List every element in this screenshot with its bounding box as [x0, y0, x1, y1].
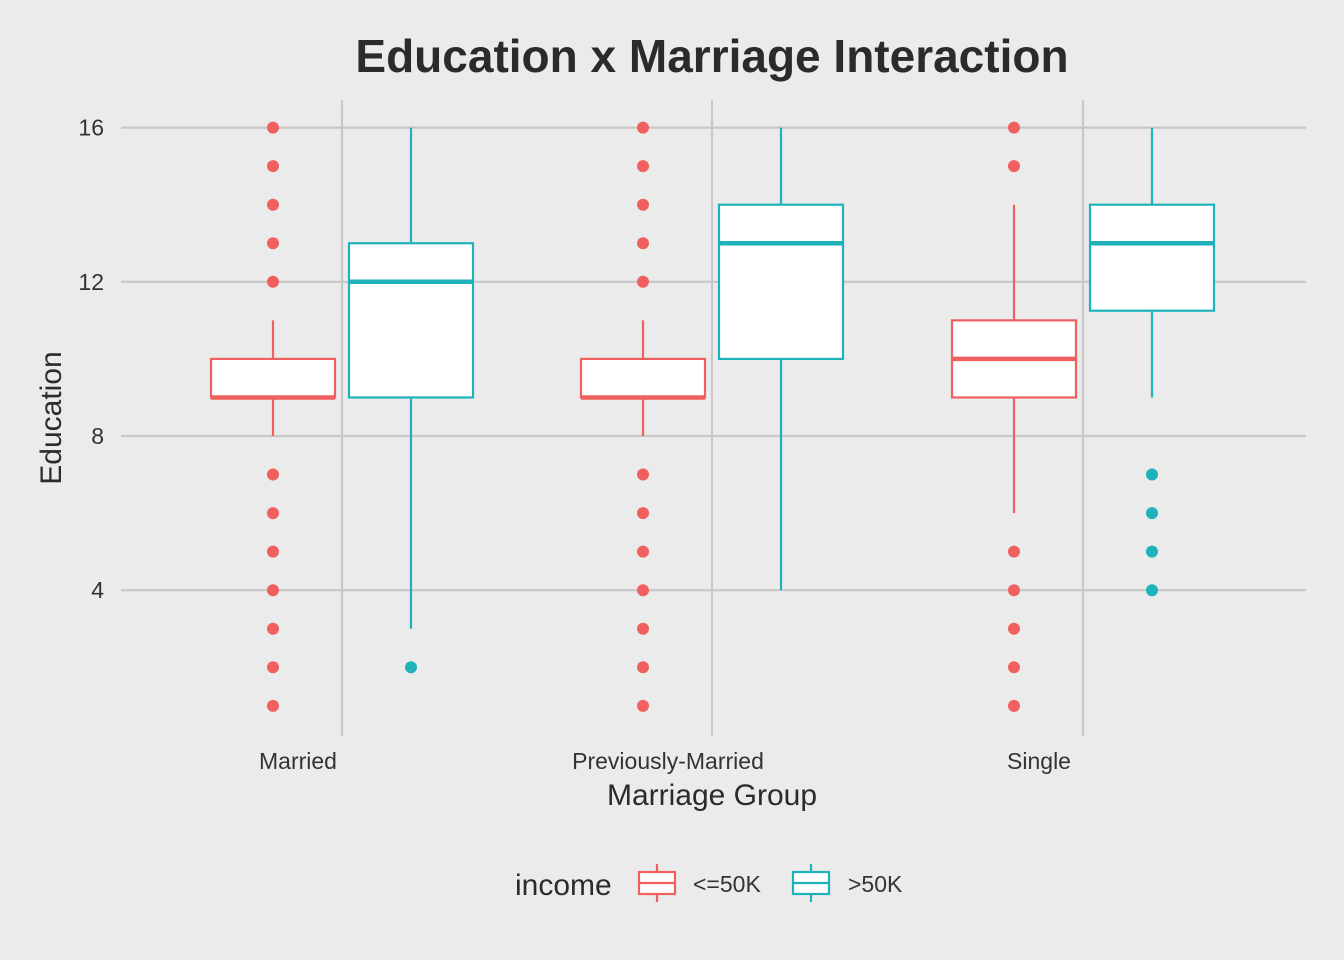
- x-axis-ticks: Married Previously-Married Single: [259, 748, 1071, 774]
- outlier-point: [637, 237, 649, 250]
- outlier-point: [1008, 622, 1020, 635]
- outlier-point: [267, 545, 279, 558]
- outlier-point: [637, 468, 649, 481]
- box-plots: [209, 121, 1216, 712]
- outlier-point: [267, 198, 279, 211]
- outlier-point: [267, 121, 279, 134]
- chart-title: Education x Marriage Interaction: [355, 30, 1068, 82]
- outlier-point: [267, 622, 279, 635]
- outlier-point: [267, 507, 279, 520]
- y-tick-label-8: 8: [91, 423, 104, 449]
- outlier-point: [637, 699, 649, 712]
- x-axis-title: Marriage Group: [607, 779, 817, 812]
- x-tick-label-married: Married: [259, 748, 337, 774]
- box-married-low-income: [209, 121, 337, 712]
- box-iqr: [717, 203, 845, 360]
- outlier-point: [1008, 584, 1020, 597]
- box-iqr: [579, 357, 707, 399]
- grid-lines: [121, 100, 1306, 736]
- legend: income <=50K >50K: [515, 864, 903, 902]
- box-previously-married-high-income: [717, 127, 845, 591]
- outlier-point: [637, 622, 649, 635]
- outlier-point: [267, 584, 279, 597]
- outlier-point: [405, 661, 417, 674]
- legend-title: income: [515, 869, 612, 902]
- outlier-point: [1146, 507, 1158, 520]
- outlier-point: [637, 584, 649, 597]
- y-tick-label-12: 12: [78, 269, 104, 295]
- box-single-low-income: [950, 121, 1078, 712]
- box-iqr: [347, 242, 475, 399]
- outlier-point: [267, 237, 279, 250]
- outlier-point: [637, 160, 649, 173]
- outlier-point: [1146, 468, 1158, 481]
- x-tick-label-previously-married: Previously-Married: [572, 748, 764, 774]
- outlier-point: [637, 275, 649, 288]
- legend-label-low-income: <=50K: [693, 871, 761, 897]
- outlier-point: [1008, 699, 1020, 712]
- outlier-point: [267, 468, 279, 481]
- box-single-high-income: [1088, 127, 1216, 597]
- y-tick-label-16: 16: [78, 115, 104, 141]
- outlier-point: [1008, 121, 1020, 134]
- outlier-point: [637, 545, 649, 558]
- outlier-point: [1008, 160, 1020, 173]
- box-iqr: [209, 357, 337, 399]
- outlier-point: [267, 699, 279, 712]
- box-married-high-income: [347, 127, 475, 674]
- box-previously-married-low-income: [579, 121, 707, 712]
- y-axis-ticks: 4 8 12 16: [78, 115, 104, 604]
- outlier-point: [267, 275, 279, 288]
- legend-key-high-income: [791, 864, 831, 902]
- outlier-point: [637, 198, 649, 211]
- legend-key-low-income: [637, 864, 677, 902]
- y-axis-title: Education: [35, 351, 68, 484]
- outlier-point: [637, 661, 649, 674]
- box-iqr: [1088, 203, 1216, 312]
- outlier-point: [1008, 661, 1020, 674]
- outlier-point: [267, 160, 279, 173]
- y-tick-label-4: 4: [91, 577, 104, 603]
- outlier-point: [1146, 584, 1158, 597]
- outlier-point: [267, 661, 279, 674]
- legend-label-high-income: >50K: [848, 871, 903, 897]
- outlier-point: [637, 121, 649, 134]
- outlier-point: [1146, 545, 1158, 558]
- outlier-point: [637, 507, 649, 520]
- x-tick-label-single: Single: [1007, 748, 1071, 774]
- outlier-point: [1008, 545, 1020, 558]
